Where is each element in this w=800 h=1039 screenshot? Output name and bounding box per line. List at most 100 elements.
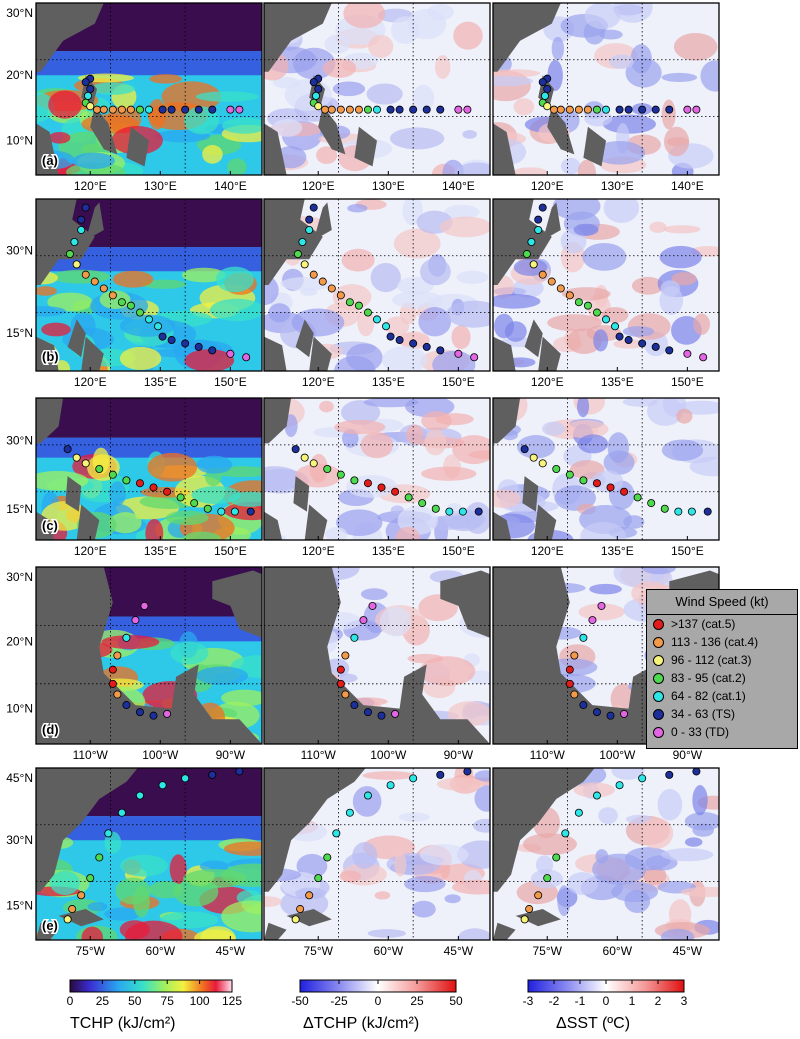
track-point xyxy=(163,709,172,718)
track-point xyxy=(300,453,309,462)
track-point xyxy=(108,105,117,114)
land-mass xyxy=(126,126,149,167)
track-point xyxy=(565,291,574,300)
track-point xyxy=(540,91,549,100)
x-tick-label: 150°E xyxy=(214,544,247,558)
track-point xyxy=(638,774,647,783)
land-mass xyxy=(295,319,314,358)
track-point xyxy=(431,504,440,513)
track-point xyxy=(538,270,547,279)
land-mass xyxy=(264,511,283,540)
y-tick-label: 15°N xyxy=(6,502,33,516)
track-point xyxy=(95,464,104,473)
track-point xyxy=(660,504,669,513)
track-point xyxy=(633,493,642,502)
track-point xyxy=(436,346,445,355)
track-point xyxy=(167,336,176,345)
track-point xyxy=(72,453,81,462)
x-tick-label: 45°W xyxy=(673,944,703,958)
track-point xyxy=(293,250,302,259)
track-point xyxy=(176,493,185,502)
track-point xyxy=(341,651,350,660)
x-tick-label: 120°E xyxy=(74,375,107,389)
legend-label: >137 (cat.5) xyxy=(671,617,736,631)
track-point xyxy=(597,601,606,610)
panel-frame xyxy=(492,2,720,176)
x-tick-label: 45°W xyxy=(216,944,246,958)
track-point xyxy=(108,291,117,300)
track-point xyxy=(556,105,565,114)
track-point xyxy=(620,709,629,718)
track-point xyxy=(565,470,574,479)
track-point xyxy=(68,905,77,914)
track-point xyxy=(321,105,330,114)
x-tick-label: 100°W xyxy=(370,748,407,762)
x-tick-label: 100°W xyxy=(142,748,179,762)
track-point xyxy=(135,708,144,717)
track-point xyxy=(181,339,190,348)
land-mass xyxy=(313,202,332,241)
track-point xyxy=(323,464,332,473)
x-tick-label: 120°E xyxy=(302,179,335,193)
track-point xyxy=(336,291,345,300)
y-tick-label: 10°N xyxy=(6,702,33,716)
track-point xyxy=(350,633,359,642)
track-point xyxy=(463,105,472,114)
x-tick-label: 150°E xyxy=(442,375,475,389)
track-point xyxy=(323,853,332,862)
x-tick-label: 75°W xyxy=(303,944,333,958)
track-point xyxy=(592,105,601,114)
x-tick-label: 110°W xyxy=(73,748,109,762)
map-panel xyxy=(36,3,262,175)
track-point xyxy=(163,487,172,496)
land-mass xyxy=(542,202,561,241)
map-panel xyxy=(264,3,490,175)
land-mass xyxy=(354,126,377,167)
track-point xyxy=(327,284,336,293)
track-point xyxy=(543,102,552,111)
track-point xyxy=(665,105,674,114)
legend-label: 64 - 82 (cat.1) xyxy=(671,689,746,703)
track-point xyxy=(65,250,74,259)
x-tick-label: 135°E xyxy=(144,544,177,558)
x-tick-label: 150°E xyxy=(671,544,704,558)
track-point xyxy=(135,105,144,114)
track-point xyxy=(624,336,633,345)
track-point xyxy=(345,808,354,817)
x-tick-label: 150°E xyxy=(214,375,247,389)
colorbar-title-dtchp: ΔTCHP (kJ/cm²) xyxy=(303,1015,420,1032)
track-point xyxy=(579,476,588,485)
x-tick-label: 140°E xyxy=(214,179,247,193)
track-point xyxy=(135,791,144,800)
track-point xyxy=(194,342,203,351)
y-tick-label: 30°N xyxy=(6,833,33,847)
track-point xyxy=(314,85,323,94)
legend-item: 34 - 63 (TS) xyxy=(647,705,797,723)
x-tick-label: 135°E xyxy=(144,375,177,389)
colorbar-tick-label: -50 xyxy=(291,994,309,1008)
colorbar-tick-label: 125 xyxy=(222,994,242,1008)
track-point xyxy=(409,339,418,348)
panel-frame xyxy=(35,397,263,541)
panel-frame xyxy=(263,198,491,372)
track-point xyxy=(86,85,95,94)
x-tick-label: 90°W xyxy=(216,748,246,762)
legend-item: 64 - 82 (cat.1) xyxy=(647,687,797,705)
track-point xyxy=(534,891,543,900)
panel-frame xyxy=(263,767,491,941)
track-point xyxy=(122,701,131,710)
track-point xyxy=(314,102,323,111)
colorbar-tick-label: 3 xyxy=(681,994,688,1008)
y-tick-label: 15°N xyxy=(6,326,33,340)
track-point xyxy=(363,105,372,114)
legend-item: 0 - 33 (TD) xyxy=(647,723,797,741)
legend-item: >137 (cat.5) xyxy=(647,615,797,633)
track-point xyxy=(683,105,692,114)
track-point xyxy=(579,633,588,642)
track-point xyxy=(246,507,255,516)
map-panel xyxy=(493,3,719,175)
land-mass xyxy=(36,567,262,744)
track-point xyxy=(300,260,309,269)
track-point xyxy=(620,487,629,496)
land-mass xyxy=(264,922,287,940)
